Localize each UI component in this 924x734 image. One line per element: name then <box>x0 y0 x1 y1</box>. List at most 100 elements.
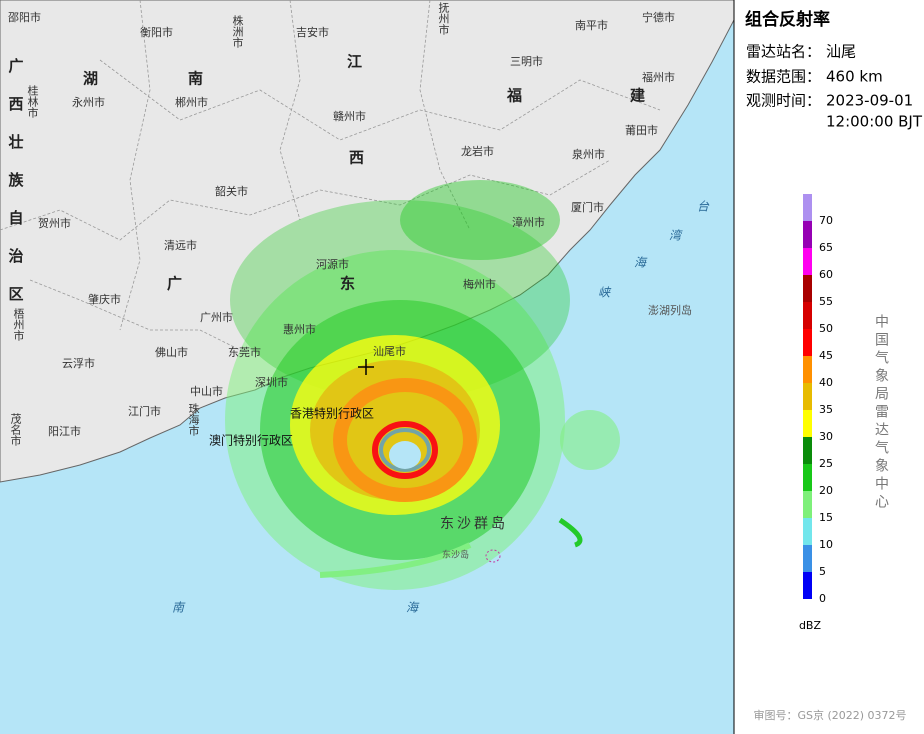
place-label: 中山市 <box>190 384 223 398</box>
panel-title: 组合反射率 <box>745 9 830 30</box>
legend-color <box>803 410 812 437</box>
legend-color <box>803 221 812 248</box>
field-value: 460 km <box>826 68 883 86</box>
region-label: 福 <box>506 87 522 105</box>
sea-label: 湾 <box>669 229 683 243</box>
region-label: 广西壮族自治区 <box>7 57 25 324</box>
region-label: 江 <box>347 53 362 71</box>
legend-color <box>803 302 812 329</box>
place-label: 汕尾市 <box>373 344 406 358</box>
place-label: 东沙群岛 <box>440 516 508 532</box>
place-label: 衡阳市 <box>140 25 173 39</box>
atoll <box>485 549 501 563</box>
place-label: 云浮市 <box>62 356 95 370</box>
sea-label: 峡 <box>598 286 612 300</box>
region-label: 广 <box>167 275 182 293</box>
radar-site <box>358 359 374 375</box>
place-label: 贺州市 <box>38 216 71 230</box>
legend-tick-label: 55 <box>819 295 833 308</box>
echo-band <box>560 410 620 470</box>
region-label: 西 <box>349 149 364 167</box>
place-label: 清远市 <box>164 238 197 252</box>
region-label: 建 <box>630 87 646 105</box>
legend-color <box>803 437 812 464</box>
place-label: 澎湖列岛 <box>648 303 692 317</box>
place-label: 邵阳市 <box>8 10 41 24</box>
field-value: 汕尾 <box>826 43 856 61</box>
place-label: 漳州市 <box>512 215 545 229</box>
place-label: 福州市 <box>642 70 675 84</box>
approval-number: 审图号：GS京 (2022) 0372号 <box>753 708 906 722</box>
legend-color <box>803 356 812 383</box>
echo-band <box>319 542 472 578</box>
legend-tick-label: 15 <box>819 511 833 524</box>
legend-color <box>803 248 812 275</box>
admin-boundaries <box>0 0 661 351</box>
place-label: 东莞市 <box>228 345 261 359</box>
eyewall <box>372 421 438 479</box>
region-label: 南 <box>188 70 203 88</box>
place-label: 龙岩市 <box>461 144 494 158</box>
sea-label: 海 <box>634 256 648 270</box>
legend-tick-label: 5 <box>819 565 826 578</box>
agency: 中国气象局雷达气象中心 <box>873 314 889 512</box>
place-label: 珠海市 <box>187 402 200 437</box>
echo-band <box>333 378 477 502</box>
field-label: 雷达站名： <box>746 43 821 61</box>
radar-echo <box>225 180 620 590</box>
legend-tick-label: 25 <box>819 457 833 470</box>
legend-tick-label: 35 <box>819 403 833 416</box>
legend-tick-label: 60 <box>819 268 833 281</box>
legend-tick-label: 20 <box>819 484 833 497</box>
legend-color <box>803 545 812 572</box>
eye-edge <box>379 428 431 472</box>
place-label: 广州市 <box>200 310 233 324</box>
place-label: 泉州市 <box>572 147 605 161</box>
place-label: 株洲市 <box>231 14 244 49</box>
legend-tick-label: 45 <box>819 349 833 362</box>
place-label: 东沙岛 <box>442 549 469 561</box>
place-label: 茂名市 <box>9 412 22 447</box>
legend-tick-label: 0 <box>819 592 826 605</box>
place-label: 河源市 <box>316 257 349 271</box>
place-label: 香港特别行政区 <box>290 406 374 421</box>
echo-band <box>400 180 560 260</box>
place-label: 桂林市 <box>26 84 39 119</box>
legend-color <box>803 194 812 221</box>
legend-tick-label: 10 <box>819 538 833 551</box>
eye <box>389 441 421 469</box>
legend-tick-label: 70 <box>819 214 833 227</box>
echo-band <box>558 517 583 548</box>
region-label: 东 <box>340 275 355 293</box>
info-panel: 组合反射率 雷达站名： 汕尾 数据范围： 460 km 观测时间： 2023-0… <box>745 9 923 722</box>
place-label: 梅州市 <box>463 277 496 291</box>
place-label: 肇庆市 <box>88 292 121 306</box>
place-label: 莆田市 <box>625 123 658 137</box>
sea-label: 南 <box>172 601 186 615</box>
place-label: 宁德市 <box>642 10 675 24</box>
legend-tick-label: 65 <box>819 241 833 254</box>
legend-color <box>803 383 812 410</box>
legend-tick-label: 40 <box>819 376 833 389</box>
legend-tick-label: 30 <box>819 430 833 443</box>
place-label: 澳门特别行政区 <box>209 433 293 448</box>
place-label: 永州市 <box>72 95 105 109</box>
field-value: 12:00:00 BJT <box>826 113 923 131</box>
place-label: 郴州市 <box>175 95 208 109</box>
sea-label: 海 <box>406 601 420 615</box>
place-label: 韶关市 <box>215 184 248 198</box>
field-label: 观测时间： <box>746 92 821 110</box>
place-label: 赣州市 <box>333 109 366 123</box>
place-label: 抚州市 <box>437 1 450 36</box>
place-label: 江门市 <box>128 404 161 418</box>
field-value: 2023-09-01 <box>826 92 913 110</box>
region-label: 湖 <box>83 70 98 88</box>
place-label: 阳江市 <box>48 424 81 438</box>
legend-tick-label: 50 <box>819 322 833 335</box>
place-labels: 邵阳市 衡阳市 株洲市 吉安市 抚州市 南平市 宁德市 江 三明市 福州市 湖 … <box>7 1 711 615</box>
place-label: 惠州市 <box>283 322 316 336</box>
place-label: 深圳市 <box>255 375 288 389</box>
place-label: 南平市 <box>575 18 608 32</box>
legend-color <box>803 518 812 545</box>
